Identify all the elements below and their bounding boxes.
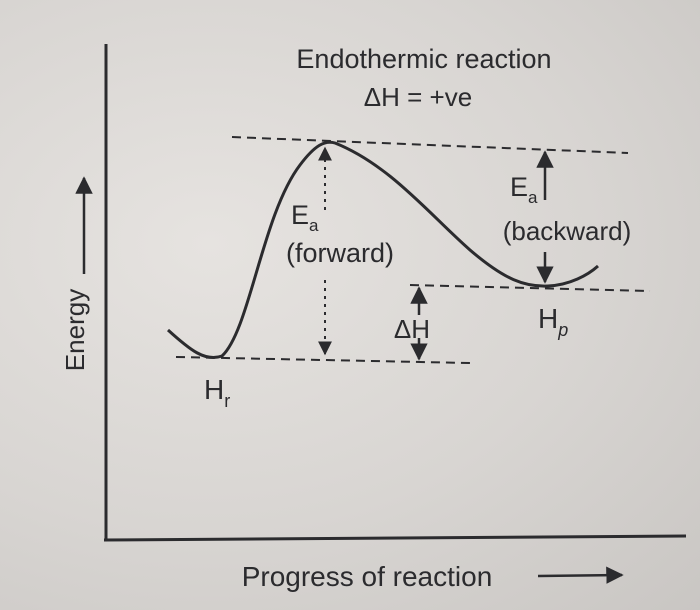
delta-h-label: ΔH: [394, 314, 430, 344]
ea-backward-label: Ea: [510, 172, 538, 207]
product-subscript: p: [557, 320, 568, 340]
reactant-enthalpy-label: Hr: [204, 374, 230, 411]
reactant-subscript: r: [224, 391, 230, 411]
x-axis-label: Progress of reaction: [242, 561, 493, 592]
diagram-title: Endothermic reaction: [296, 44, 551, 74]
peak-level-dashed-line: [231, 136, 629, 154]
x-axis-label-arrow: [537, 566, 624, 584]
product-enthalpy-label: Hp: [538, 303, 568, 340]
delta-h-sign: ΔH = +ve: [364, 82, 472, 112]
x-axis: [103, 534, 687, 542]
y-axis-label: Energy: [60, 289, 90, 371]
ea-backward-subscript: a: [528, 188, 538, 207]
product-level-dashed-line: [409, 284, 651, 292]
reactant-level-dashed-line: [175, 356, 471, 364]
ea-forward-label: Ea: [291, 200, 319, 235]
ea-forward-direction: (forward): [286, 238, 394, 268]
energy-curve: [166, 140, 600, 359]
ea-forward-subscript: a: [309, 216, 319, 235]
ea-backward-direction: (backward): [503, 216, 632, 246]
